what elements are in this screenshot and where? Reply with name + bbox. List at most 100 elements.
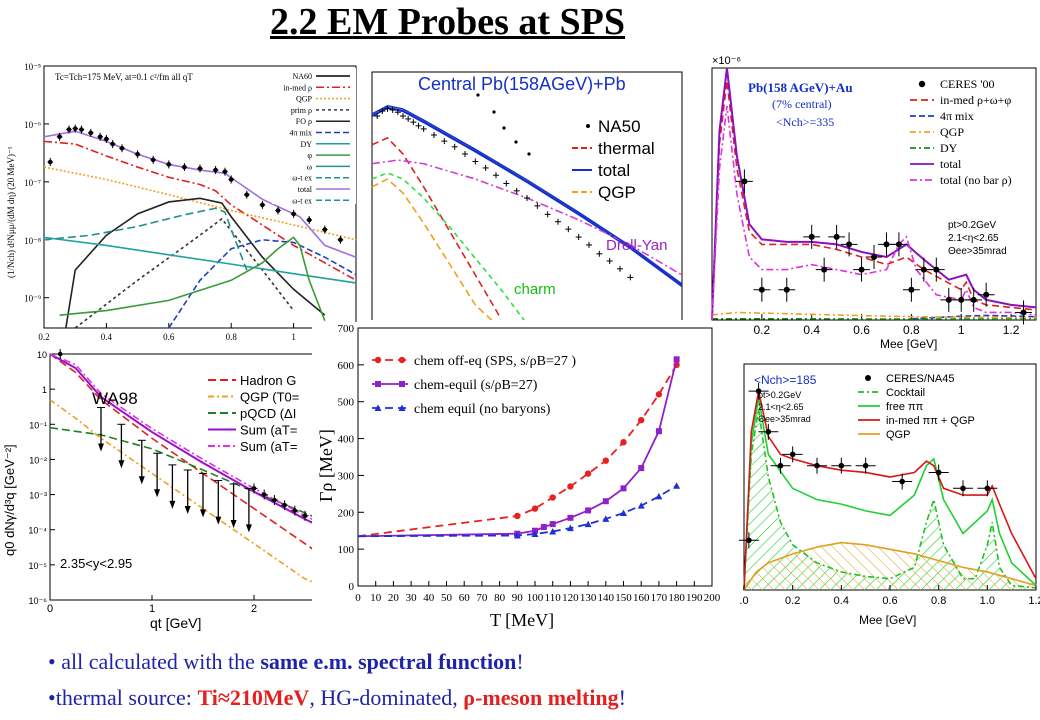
ceres45-data-point [935, 469, 942, 476]
wa98-annotation: 2.35<y<2.95 [60, 556, 132, 571]
ceres00-legend-label: QGP [940, 125, 964, 139]
na60-data-point [47, 159, 53, 165]
width-x-tick-label: 100 [527, 592, 544, 604]
width-xlabel: T [MeV] [490, 610, 554, 630]
ceres00-legend-label: total (no bar ρ) [940, 173, 1012, 187]
bullet-list: • all calculated with the same e.m. spec… [48, 644, 626, 716]
na50-legend: NA50 thermal total QGP [572, 117, 655, 202]
ceres45-data-point [899, 478, 905, 485]
width-chart: 0 10 20 30 40 50 60 70 80 90 100 110 120 130 140 150 160… [316, 323, 721, 630]
na60-series-line [43, 166, 357, 241]
na60-series-line [43, 207, 248, 271]
na60-data-point [104, 136, 109, 142]
ceres00-legend-label: total [940, 157, 962, 171]
wa98-upper-limit [169, 500, 176, 509]
na60-y-tick-label: 10⁻⁶ [24, 120, 41, 130]
width-marker [655, 391, 663, 398]
wa98-x-tick-label: 0 [47, 603, 53, 615]
width-x-tick-label: 200 [704, 592, 721, 604]
ceres45-legend-label: Cocktail [886, 387, 925, 399]
bullet-1-prefix: • all calculated with the [48, 649, 261, 674]
wa98-legend: Hadron G QGP (T0=pQCD (ΔI Sum (aT=Sum (aT= [208, 373, 299, 454]
ceres00-data-point [958, 296, 965, 303]
na60-series-line [74, 217, 295, 329]
width-marker [513, 532, 521, 539]
na50-series-line [371, 159, 683, 276]
ceres00-series-line [712, 317, 1037, 321]
ceres45-chart: .0 0.2 0.4 0.6 0.8 1.0 1.2 <Nch>=185 pt>0.2GeV… [738, 363, 1040, 627]
na60-data-point [291, 211, 296, 217]
ceres45-data-point [984, 485, 991, 492]
wa98-upper-limit [118, 460, 125, 469]
na60-x-tick-label: 0.2 [38, 332, 49, 342]
na60-data-point [244, 192, 250, 198]
na60-legend-label: total [298, 185, 313, 194]
width-x-tick-label: 140 [598, 592, 615, 604]
ceres45-data-point [755, 388, 762, 394]
wa98-data-point [251, 486, 257, 491]
wa98-y-tick-label: 10⁻⁴ [28, 526, 47, 536]
ceres00-points [736, 169, 1032, 325]
width-marker [602, 457, 609, 464]
na60-data-point [150, 157, 156, 163]
width-legend-label: chem-equil (s/ρB=27) [414, 378, 538, 393]
wa98-ylabel: q0 dNγ/d³q [GeV⁻²] [2, 444, 17, 556]
ceres00-data-point [933, 266, 940, 273]
na60-data-point [306, 217, 312, 223]
na60-chart: 0.2 0.4 0.6 0.8 1 10⁻⁵ 10⁻⁶ 10⁻⁷ 10⁻⁸ 10⁻⁹ NA60 in… [6, 62, 357, 342]
ceres45-chart-panel: .0 0.2 0.4 0.6 0.8 1.0 1.2 <Nch>=185 pt>0.2GeV… [734, 358, 1040, 630]
width-marker [567, 483, 574, 490]
na60-y-tick-label: 10⁻⁵ [24, 62, 41, 72]
na50-legend-label: thermal [598, 139, 655, 158]
ceres00-data-point [883, 241, 890, 248]
na50-legend-label: total [598, 161, 630, 180]
width-x-tick-label: 180 [668, 592, 685, 604]
ceres45-legend: CERES/NA45 Cocktail free ππ in-med ππ + QGP… [858, 373, 975, 441]
na50-title: Central Pb(158AGeV)+Pb [418, 74, 626, 94]
wa98-legend-label: pQCD (ΔI [240, 406, 296, 421]
width-series-line [357, 364, 678, 538]
wa98-y-tick-label: 10⁻³ [29, 491, 47, 501]
width-y-tick-label: 700 [338, 323, 355, 335]
na60-x-tick-label: 1 [291, 332, 296, 342]
bullet-1-emph: same e.m. spectral function [260, 649, 517, 674]
ceres45-x-tick-label: 0.8 [931, 595, 946, 607]
wa98-series-line [49, 399, 357, 601]
width-x-tick-label: 70 [476, 592, 488, 604]
bullet-2-mid: , HG-dominated, [309, 685, 464, 710]
na60-data-point [97, 134, 103, 140]
width-legend-marker [374, 404, 382, 411]
ceres00-cuts: pt>0.2GeV 2.1<η<2.65 Θee>35mrad [948, 220, 1007, 257]
ceres00-legend: CERES '00 in-med ρ+ω+φ 4π mix QGP DY total tot… [910, 77, 1012, 187]
ceres45-legend-marker [865, 375, 871, 381]
ceres45-legend-label: free ππ [886, 401, 924, 413]
ceres00-data-point [741, 178, 748, 185]
na50-series-line [371, 178, 493, 320]
na60-series-line [43, 236, 357, 284]
wa98-series-line [49, 353, 357, 542]
ceres00-data-point [821, 266, 828, 273]
ceres45-ticks: .0 0.2 0.4 0.6 0.8 1.0 1.2 [739, 585, 1040, 607]
ceres00-title: Pb(158 AGeV)+Au [748, 80, 853, 95]
wa98-chart: 012310110⁻¹10⁻²10⁻³10⁻⁴10⁻⁵10⁻⁶ WA98 2.3… [2, 349, 359, 631]
width-x-tick-label: 170 [651, 592, 668, 604]
wa98-data-point [282, 502, 287, 508]
width-marker [655, 492, 663, 500]
na50-series-line [371, 172, 525, 320]
ceres45-x-tick-label: 0.4 [834, 595, 849, 607]
ceres00-chart-panel: ×10⁻⁶ 0.2 0.4 0.6 0.8 1 1.2 Pb(158 AGeV)+Au (… [690, 50, 1040, 356]
width-series-line [357, 484, 678, 538]
na60-legend-label: in-med ρ [283, 83, 312, 92]
ceres45-data-point [777, 462, 784, 469]
na60-y-tick-label: 10⁻⁷ [24, 178, 41, 188]
na60-x-tick-label: 0.8 [226, 332, 238, 342]
wa98-legend-label: Sum (aT= [240, 439, 297, 454]
ceres00-data-point [871, 254, 877, 260]
bullet-2-prefix: •thermal source: [48, 685, 198, 710]
na50-data-point [492, 110, 496, 114]
width-x-tick-label: 20 [388, 592, 400, 604]
ceres00-data-point [808, 233, 815, 240]
ceres00-ymult: ×10⁻⁶ [712, 55, 741, 67]
ceres45-legend-label: QGP [886, 429, 910, 441]
na50-total-band-line [371, 104, 683, 285]
